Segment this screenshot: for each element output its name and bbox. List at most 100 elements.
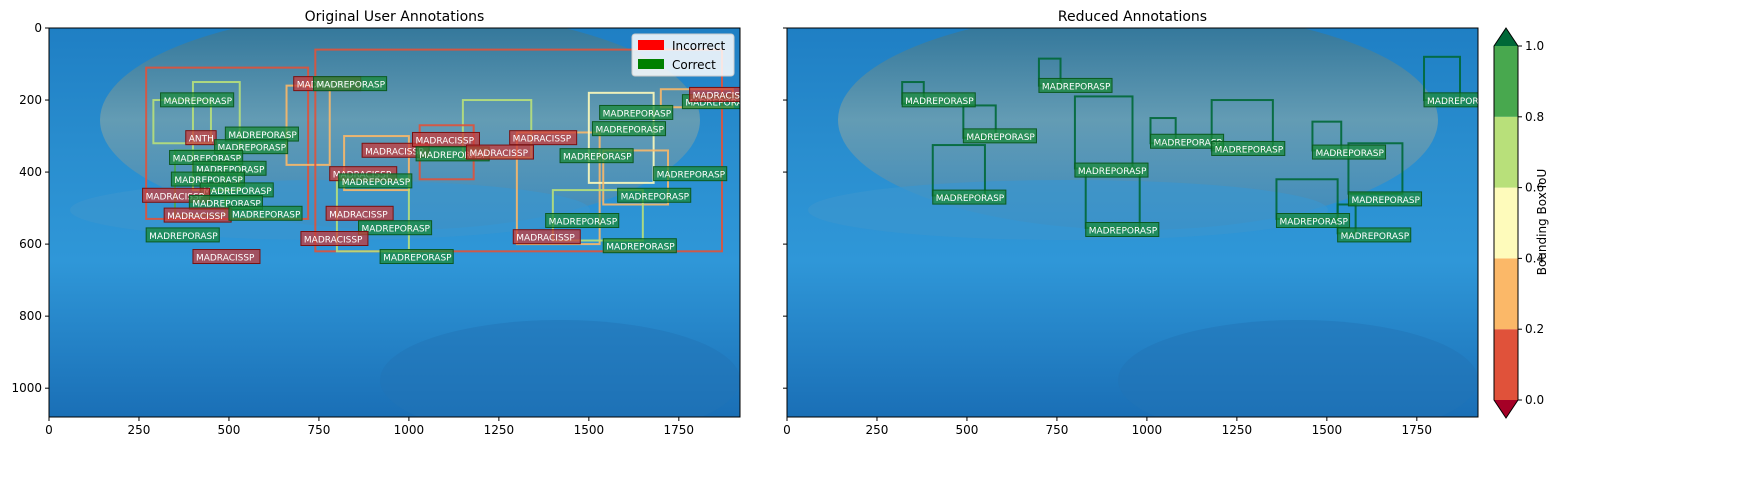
colorbar-tick-label: 0.4 [1525,251,1544,265]
annotation-label-text: MADREPORASP [1351,196,1420,206]
annotation-label-text: MADRACISSP [196,254,255,264]
annotation-label-text: MADRACISSP [469,149,528,159]
x-tick-label: 1250 [1222,423,1253,437]
annotation-label-text: MADREPORASP [549,218,618,228]
annotation-label: MADREPORASP [1085,222,1160,238]
left-annotation-labels: MADREPORASPMADRACISSPMADREPORASPANTHMADR… [142,76,754,265]
annotation-box [343,135,410,192]
annotation-label-text: MADRACISSP [513,135,572,145]
annotation-label-text: MADREPORASP [563,153,632,163]
x-tick-label: 750 [1045,423,1068,437]
annotation-label-text: MADREPORASP [164,97,233,107]
annotation-label: MADRACISSP [689,86,740,102]
annotation-label-text: MADREPORASP [173,154,242,164]
annotation-label-text: MADREPORASP [936,194,1005,204]
annotation-label-bg [653,166,728,182]
annotation-label-bg [358,220,433,236]
x-tick-label: 1500 [1312,423,1343,437]
annotation-label: MADREPORASP [1347,191,1423,207]
annotation-label: MADREPORASP [932,189,1007,205]
annotation-label-bg [1211,140,1286,156]
left-x-axis: 0 250 500 750 1000 1250 1500 1750 [45,417,694,437]
annotation-label: MADREPORASP [1311,144,1387,160]
annotation-label-text: MADREPORASP [905,97,974,107]
x-tick-label: 1750 [1402,423,1433,437]
x-tick-label: 1500 [574,423,605,437]
left-axes-frame [48,27,741,418]
legend-swatch-correct [638,59,664,69]
y-tick-label: 0 [34,21,42,35]
y-tick-label: 200 [19,93,42,107]
annotation-label-bg [1311,144,1387,160]
annotation-label-bg [591,121,667,137]
annotation-label-text: MADREPORASP [657,171,726,181]
y-tick-label: 1000 [11,381,42,395]
x-tick-label: 1250 [484,423,515,437]
annotation-label-bg [545,213,620,228]
annotation-label-text: MADREPORASP [317,81,386,91]
left-axes: Original User Annotations MADREPORASPMAD… [11,9,754,437]
annotation-label-text: MADREPORASP [685,99,754,109]
annotation-label: MADREPORASP [224,126,299,142]
annotation-label: MADREPORASP [653,166,728,182]
x-tick-label: 0 [783,423,791,437]
annotation-label: MADREPORASP [1337,227,1412,243]
annotation-label-bg [962,128,1037,144]
annotation-label-text: MADREPORASP [1341,232,1410,242]
annotation-label: MADREPORASP [160,92,235,108]
annotation-label-bg [1423,92,1478,108]
annotation-label-bg [228,205,303,221]
annotation-label-bg [1275,213,1351,228]
annotation-label-text: MADREPORASP [203,187,272,197]
annotation-label-text: MADREPORASP [192,199,261,209]
annotation-label-text: MADRACISSP [365,147,424,157]
annotation-label-bg [379,249,454,265]
annotation-label: MADREPORASP [1275,213,1351,228]
annotation-label: MADREPORASP [145,227,220,243]
annotation-label: MADREPORASP [962,128,1037,144]
annotation-label: MADRACISSP [512,229,581,245]
annotation-label-bg [465,144,534,160]
annotation-label-text: MADREPORASP [228,131,297,141]
annotation-label: MADREPORASP [602,238,677,254]
colorbar-band [1494,329,1518,400]
annotation-label: MADRACISSP [411,131,480,147]
annotation-box [587,91,655,184]
annotation-label-bg [901,92,976,108]
annotation-label-text: MADREPORASP [232,210,301,220]
legend-label-correct: Correct [672,58,716,72]
left-title: Original User Annotations [305,9,485,25]
annotation-label-text: MADRACISSP [516,234,575,244]
colorbar-tick-label: 0.2 [1525,322,1544,336]
annotation-label: MADRACISSP [509,130,578,146]
annotation-label-bg [1337,227,1412,243]
annotation-label-bg [313,76,388,92]
x-tick-label: 750 [307,423,330,437]
annotation-label: MADRACISSP [163,207,232,223]
right-axes-frame [786,27,1479,418]
annotation-label-bg [599,104,674,120]
left-y-axis: 0 200 400 600 800 1000 [11,21,49,395]
annotation-label-text: MADREPORASP [1315,149,1384,159]
annotation-label: MADREPORASP [901,92,976,108]
colorbar-tick-label: 0.0 [1525,393,1544,407]
annotation-label-text: MADREPORASP [342,178,411,188]
annotation-label-bg [512,229,581,245]
annotation-label: MADREPORASP [1211,140,1286,156]
annotation-label: MADREPORASP [559,148,634,164]
annotation-label-bg [185,130,217,146]
annotation-label-text: MADREPORASP [1042,82,1111,92]
legend-swatch-incorrect [638,40,664,50]
x-tick-label: 1000 [394,423,425,437]
colorbar-extend-min [1494,400,1518,418]
annotation-label-bg [559,148,634,164]
annotation-label-text: MADREPORASP [149,232,218,242]
colorbar-band [1494,187,1518,259]
annotation-label: MADREPORASP [338,173,413,189]
annotation-label-bg [338,173,413,189]
annotation-label-text: MADRACISSP [415,136,474,146]
annotation-label-bg [160,92,235,108]
annotation-label: MADRACISSP [300,231,369,247]
annotation-label-text: MADRACISSP [304,236,363,246]
annotation-label-bg [932,189,1007,205]
